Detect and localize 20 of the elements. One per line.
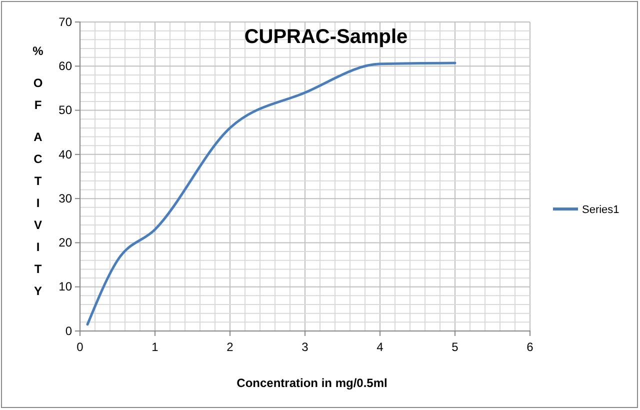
x-tick-label: 5 (452, 340, 459, 354)
y-tick-label: 0 (65, 324, 72, 338)
x-axis-title: Concentration in mg/0.5ml (236, 376, 388, 390)
chart-title: CUPRAC-Sample (244, 26, 408, 48)
x-tick-label: 2 (226, 340, 234, 354)
y-tick-label: 30 (58, 191, 72, 206)
y-tick-label: 40 (58, 147, 72, 162)
y-tick-label: 10 (58, 280, 72, 294)
legend-label: Series1 (582, 204, 620, 216)
x-tick-label: 3 (302, 340, 309, 354)
y-tick-label: 70 (58, 14, 72, 29)
x-tick-label: 6 (526, 340, 534, 354)
text: % OF ACTIVITY (32, 44, 44, 298)
x-tick-label: 4 (376, 340, 384, 354)
y-tick-label: 20 (58, 236, 72, 250)
x-tick-label: 0 (76, 340, 84, 354)
line-series (86, 62, 456, 326)
y-tick-label: 50 (58, 103, 72, 118)
x-tick-label: 1 (152, 340, 159, 354)
y-tick-label: 60 (58, 58, 72, 73)
